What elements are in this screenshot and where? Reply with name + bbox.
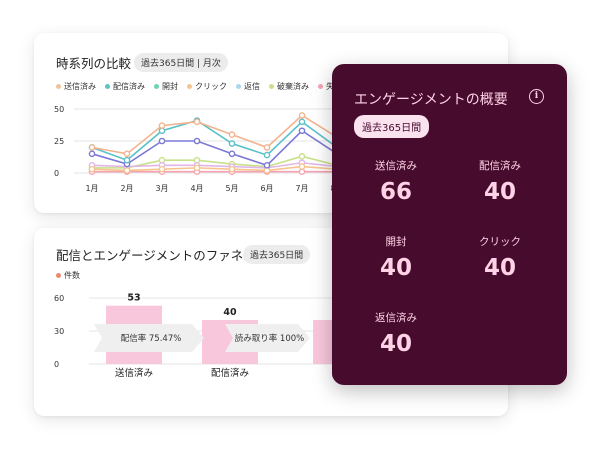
funnel-legend-label: 件数 bbox=[64, 271, 80, 280]
legend-item[interactable]: 破棄済み bbox=[269, 81, 309, 92]
stat-clicked: クリック 40 bbox=[450, 234, 550, 281]
series-line bbox=[91, 114, 338, 155]
data-point bbox=[228, 150, 236, 158]
data-point bbox=[88, 150, 96, 158]
y-tick-label: 0 bbox=[54, 169, 59, 178]
funnel-legend: 件数 bbox=[56, 270, 80, 281]
data-point bbox=[123, 156, 131, 164]
legend-label: 送信済み bbox=[64, 82, 96, 91]
conversion-arrow bbox=[225, 324, 310, 352]
stat-delivered: 配信済み 40 bbox=[450, 158, 550, 205]
time-series-period-pill[interactable]: 過去365日間 | 月次 bbox=[134, 53, 228, 72]
series-line bbox=[91, 129, 338, 167]
legend-dot-icon bbox=[56, 273, 61, 278]
funnel-period-pill[interactable]: 過去365日間 bbox=[243, 245, 311, 264]
legend-item[interactable]: 配信済み bbox=[105, 81, 145, 92]
series-line bbox=[91, 119, 338, 162]
y-tick-label: 30 bbox=[54, 327, 64, 336]
data-point bbox=[123, 167, 131, 174]
conversion-rate-label: 読み取り率 100% bbox=[235, 333, 305, 344]
x-tick-label: 6月 bbox=[260, 184, 273, 193]
data-point bbox=[88, 144, 96, 151]
conversion-arrow bbox=[94, 324, 204, 352]
legend-dot-icon bbox=[236, 84, 241, 89]
data-point bbox=[298, 112, 306, 119]
x-tick-label: 7月 bbox=[295, 184, 308, 193]
stat-label: 送信済み bbox=[375, 160, 417, 172]
data-point bbox=[123, 150, 131, 158]
engagement-overview-panel: エンゲージメントの概要 i 過去365日間 送信済み 66 配信済み 40 開封… bbox=[332, 64, 567, 385]
data-point bbox=[298, 127, 306, 135]
stat-value: 66 bbox=[379, 179, 412, 205]
stat-value: 40 bbox=[483, 255, 516, 281]
overview-title: エンゲージメントの概要 bbox=[354, 92, 508, 108]
legend-label: 破棄済み bbox=[277, 82, 309, 91]
legend-dot-icon bbox=[154, 84, 159, 89]
data-point bbox=[263, 162, 271, 169]
x-tick-label: 5月 bbox=[225, 184, 238, 193]
stat-value: 40 bbox=[379, 255, 412, 281]
legend-dot-icon bbox=[105, 84, 110, 89]
stat-label: 返信済み bbox=[375, 312, 417, 324]
legend-item[interactable]: クリック bbox=[187, 81, 227, 92]
stat-label: クリック bbox=[479, 236, 521, 248]
time-series-title: 時系列の比較 bbox=[56, 56, 132, 71]
overview-period-pill[interactable]: 過去365日間 bbox=[354, 115, 430, 138]
data-point bbox=[193, 137, 201, 145]
legend-dot-icon bbox=[318, 84, 323, 89]
data-point bbox=[298, 118, 306, 126]
data-point bbox=[263, 151, 271, 159]
category-label: 配信済み bbox=[211, 367, 249, 379]
y-tick-label: 50 bbox=[54, 105, 64, 114]
legend-label: 開封 bbox=[162, 82, 178, 91]
x-tick-label: 4月 bbox=[190, 184, 203, 193]
conversion-rate-label: 配信率 75.47% bbox=[121, 333, 182, 344]
data-point bbox=[158, 122, 166, 129]
series-line bbox=[91, 165, 338, 172]
data-point bbox=[263, 144, 271, 151]
legend-item[interactable]: 送信済み bbox=[56, 81, 96, 92]
funnel-legend-item: 件数 bbox=[56, 270, 80, 281]
legend-item[interactable]: 返信 bbox=[236, 81, 260, 92]
data-point bbox=[228, 140, 236, 147]
legend-label: 配信済み bbox=[113, 82, 145, 91]
bar-value-label: 53 bbox=[127, 293, 140, 304]
stat-label: 配信済み bbox=[479, 160, 521, 172]
data-point bbox=[298, 153, 306, 160]
funnel-title: 配信とエンゲージメントのファネル bbox=[56, 248, 256, 263]
series-line bbox=[91, 161, 338, 169]
data-point bbox=[193, 156, 201, 164]
data-point bbox=[193, 164, 201, 172]
stat-sent: 送信済み 66 bbox=[346, 158, 446, 205]
data-point bbox=[88, 165, 96, 173]
stat-label: 開封 bbox=[385, 236, 407, 248]
y-tick-label: 0 bbox=[54, 360, 59, 369]
data-point bbox=[228, 165, 236, 173]
stat-value: 40 bbox=[379, 331, 412, 357]
x-tick-label: 2月 bbox=[120, 184, 133, 193]
stat-opened: 開封 40 bbox=[346, 234, 446, 281]
data-point bbox=[298, 163, 306, 170]
legend-dot-icon bbox=[187, 84, 192, 89]
data-point bbox=[193, 118, 201, 126]
data-point bbox=[158, 156, 166, 164]
info-icon[interactable]: i bbox=[529, 89, 544, 104]
x-tick-label: 3月 bbox=[155, 184, 168, 193]
stat-replied: 返信済み 40 bbox=[346, 310, 446, 357]
y-tick-label: 25 bbox=[54, 137, 64, 146]
legend-item[interactable]: 開封 bbox=[154, 81, 178, 92]
legend-dot-icon bbox=[56, 84, 61, 89]
legend-label: 返信 bbox=[244, 82, 260, 91]
x-tick-label: 1月 bbox=[85, 184, 98, 193]
legend-dot-icon bbox=[269, 84, 274, 89]
data-point bbox=[158, 137, 166, 145]
category-label: 送信済み bbox=[115, 367, 153, 379]
data-point bbox=[158, 165, 166, 173]
data-point bbox=[158, 127, 166, 135]
stat-value: 40 bbox=[483, 179, 516, 205]
bar-value-label: 40 bbox=[223, 307, 237, 318]
data-point bbox=[228, 131, 236, 138]
y-tick-label: 60 bbox=[54, 294, 64, 303]
legend-label: クリック bbox=[195, 82, 227, 91]
